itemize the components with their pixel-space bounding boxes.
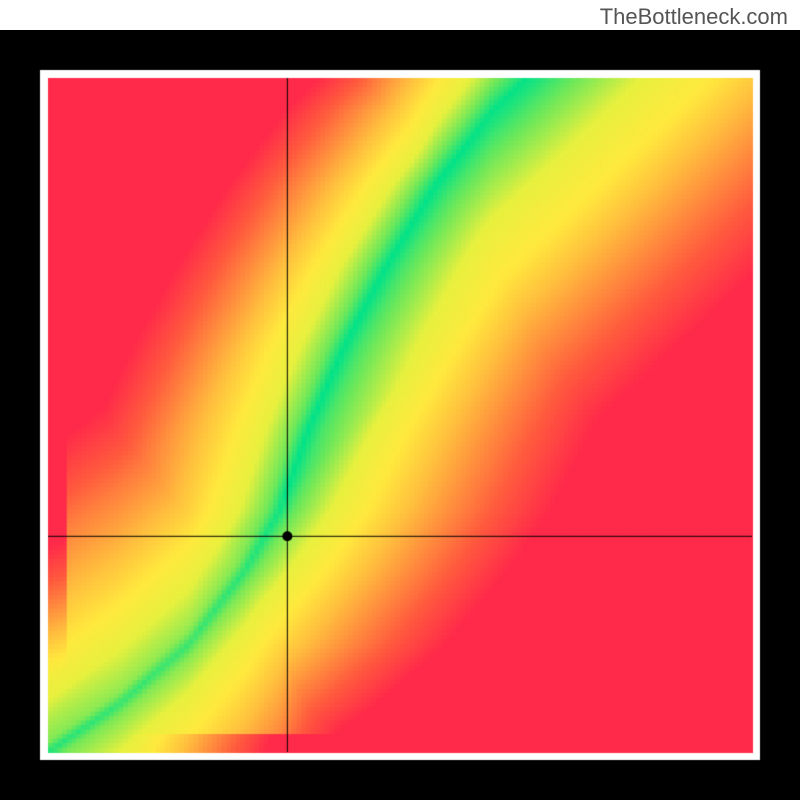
chart-container: TheBottleneck.com [0, 0, 800, 800]
watermark-text: TheBottleneck.com [600, 4, 788, 30]
bottleneck-heatmap [0, 30, 800, 800]
